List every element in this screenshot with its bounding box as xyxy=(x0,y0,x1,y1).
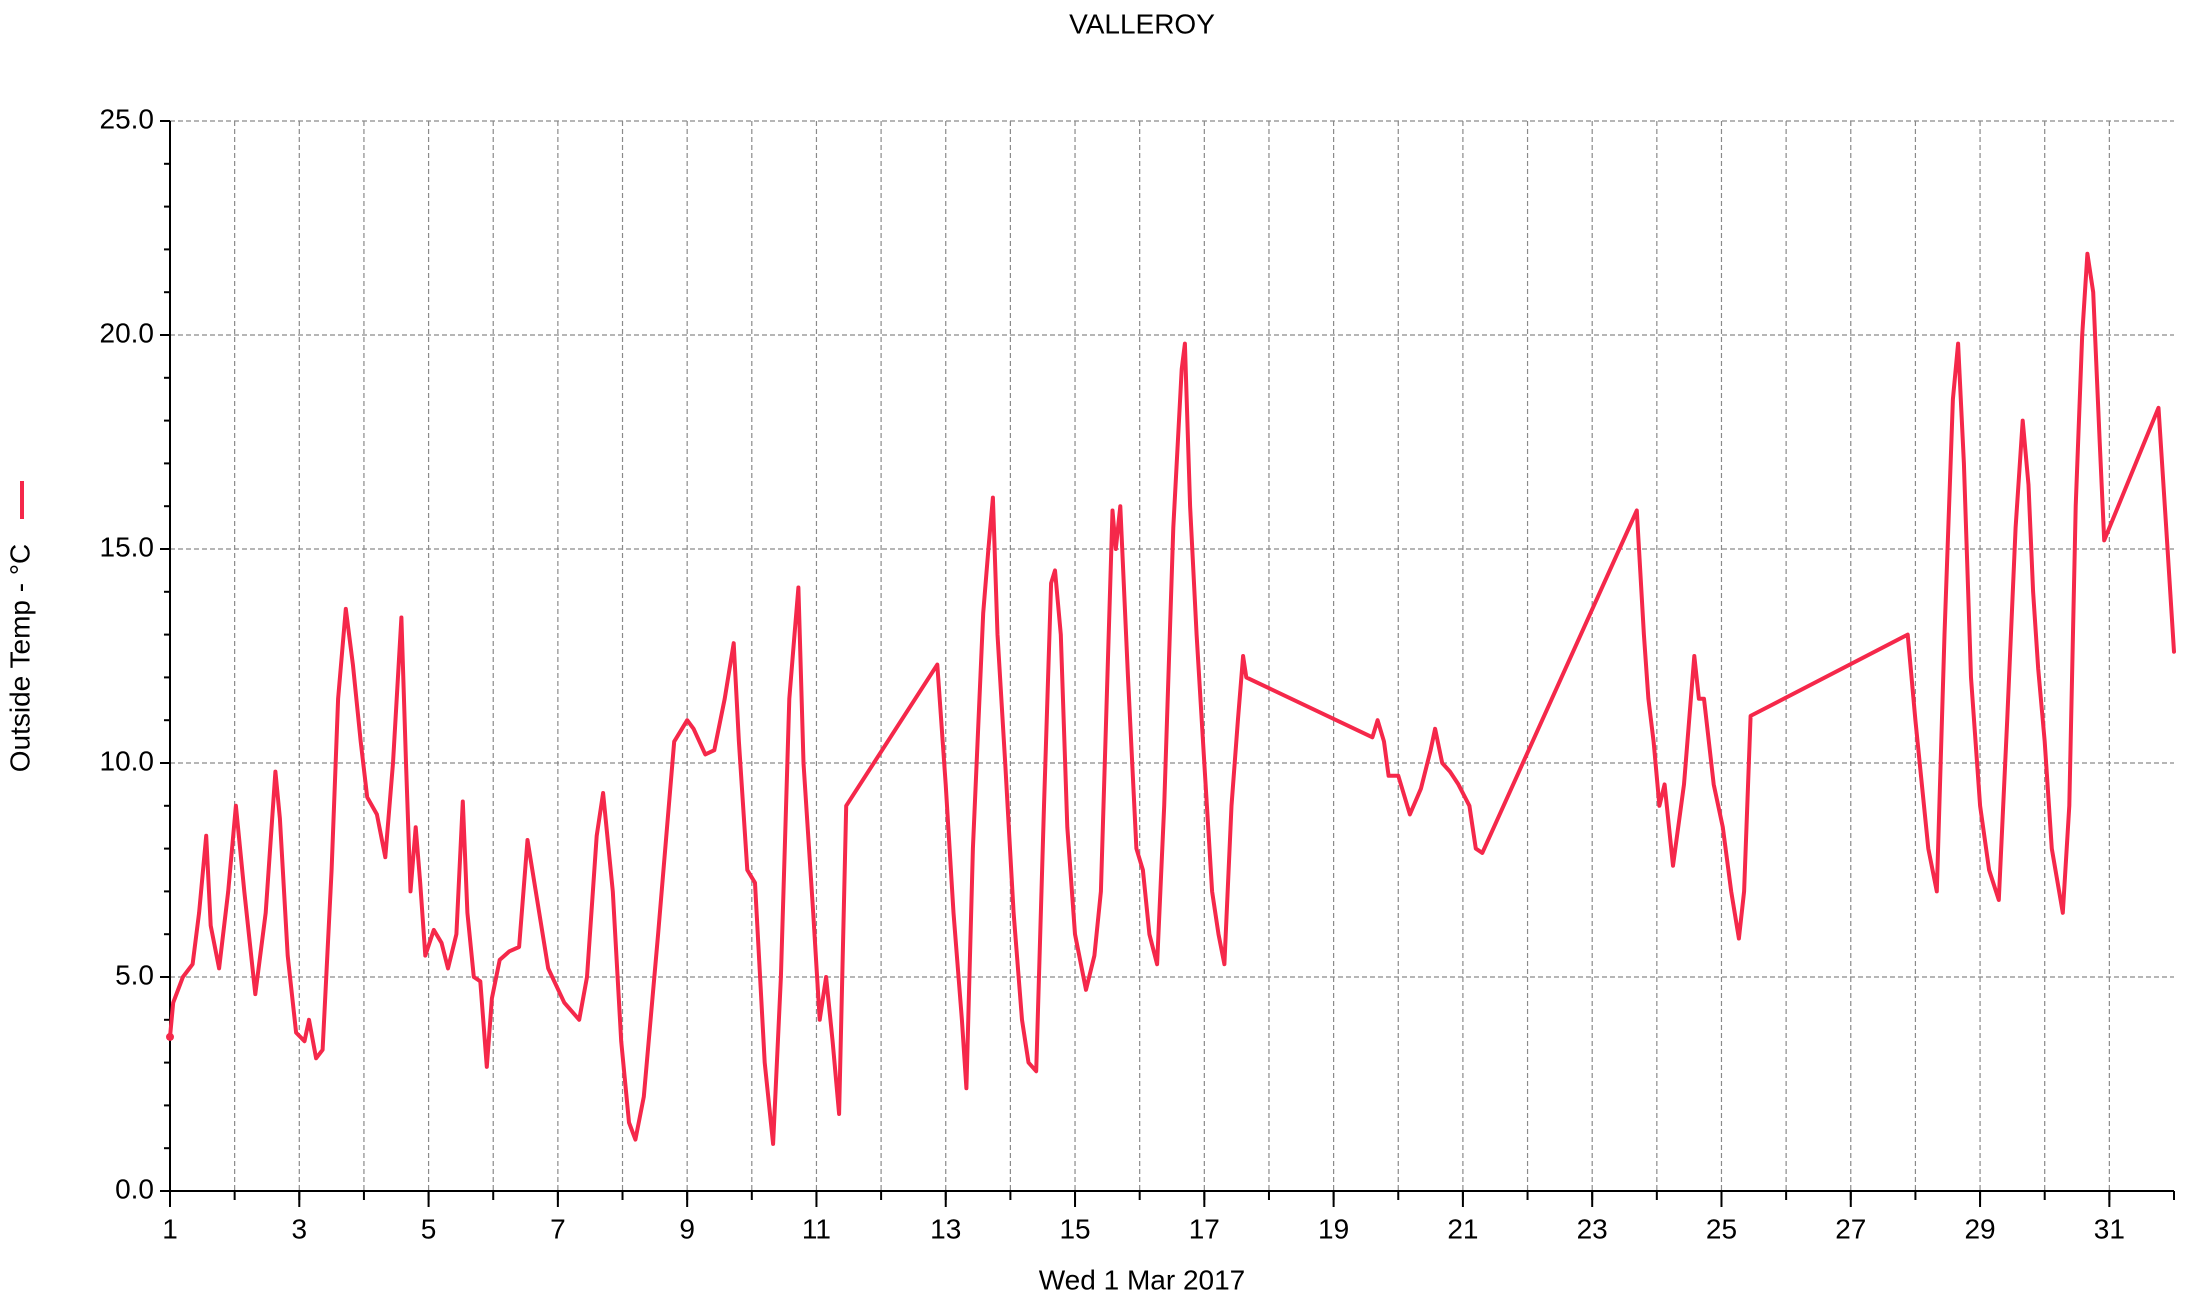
x-tick-label: 13 xyxy=(930,1213,961,1244)
y-tick-label: 20.0 xyxy=(100,317,155,348)
x-tick-label: 17 xyxy=(1189,1213,1220,1244)
y-axis-label: Outside Temp - °C xyxy=(4,544,35,773)
x-tick-label: 1 xyxy=(162,1213,178,1244)
x-tick-label: 27 xyxy=(1835,1213,1866,1244)
x-tick-label: 31 xyxy=(2094,1213,2125,1244)
x-tick-label: 21 xyxy=(1447,1213,1478,1244)
x-tick-label: 11 xyxy=(802,1213,831,1244)
y-tick-label: 10.0 xyxy=(100,745,155,776)
x-tick-label: 5 xyxy=(421,1213,437,1244)
y-tick-label: 25.0 xyxy=(100,103,155,134)
x-tick-label: 29 xyxy=(1964,1213,1995,1244)
y-tick-label: 0.0 xyxy=(115,1173,154,1204)
chart-title: VALLEROY xyxy=(1069,8,1215,39)
y-tick-label: 15.0 xyxy=(100,531,155,562)
x-tick-label: 9 xyxy=(679,1213,695,1244)
x-tick-label: 23 xyxy=(1577,1213,1608,1244)
x-tick-label: 19 xyxy=(1318,1213,1349,1244)
y-tick-label: 5.0 xyxy=(115,959,154,990)
x-axis-label: Wed 1 Mar 2017 xyxy=(1039,1264,1246,1295)
x-tick-label: 7 xyxy=(550,1213,566,1244)
x-tick-label: 3 xyxy=(292,1213,308,1244)
x-tick-label: 15 xyxy=(1059,1213,1090,1244)
start-marker xyxy=(166,1032,174,1041)
x-tick-label: 25 xyxy=(1706,1213,1737,1244)
temperature-line xyxy=(168,251,2176,1146)
